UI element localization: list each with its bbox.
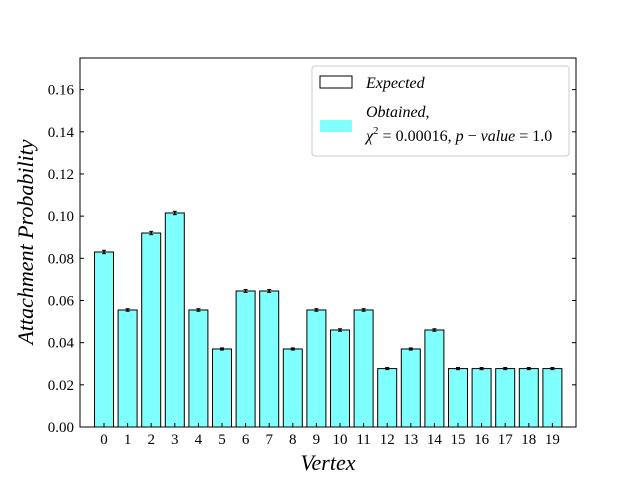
y-tick-label-0: 0.00 [48, 420, 74, 436]
x-tick-label-19: 19 [545, 432, 560, 448]
y-tick-label-2: 0.04 [48, 336, 75, 352]
x-tick-label-0: 0 [100, 432, 108, 448]
p-value-number: = 1.0 [515, 128, 552, 145]
x-tick-label-16: 16 [474, 432, 490, 448]
bar-obtained-13 [401, 348, 421, 427]
x-tick-label-17: 17 [498, 432, 514, 448]
legend-statistics: χ2 = 0.00016, p − value = 1.0 [364, 125, 552, 145]
x-tick-label-11: 11 [356, 432, 370, 448]
legend-label-expected: Expected [365, 75, 426, 92]
x-tick-label-2: 2 [147, 432, 155, 448]
bar-obtained-17 [495, 368, 515, 427]
y-tick-label-4: 0.08 [48, 251, 74, 267]
y-tick-label-8: 0.16 [48, 83, 75, 99]
bar-obtained-16 [472, 368, 492, 427]
y-tick-label-7: 0.14 [48, 125, 75, 141]
bars-layer [94, 212, 563, 428]
bar-obtained-14 [424, 330, 444, 427]
legend: Expected Obtained, χ2 = 0.00016, p − val… [311, 65, 570, 157]
y-tick-label-6: 0.12 [48, 167, 74, 183]
bar-obtained-18 [519, 368, 539, 427]
x-tick-label-12: 12 [380, 432, 395, 448]
x-tick-label-8: 8 [289, 432, 297, 448]
bar-obtained-2 [141, 233, 161, 427]
y-tick-label-5: 0.10 [48, 209, 74, 225]
x-axis-title: Vertex [301, 450, 356, 475]
chi-exponent: 2 [373, 125, 379, 137]
bar-obtained-8 [283, 348, 303, 427]
x-tick-label-4: 4 [195, 432, 203, 448]
bar-obtained-10 [330, 330, 350, 427]
x-tick-label-6: 6 [242, 432, 250, 448]
bar-obtained-19 [542, 368, 562, 427]
legend-label-obtained: Obtained, [366, 104, 430, 121]
bar-obtained-4 [188, 309, 208, 427]
x-tick-label-9: 9 [313, 432, 321, 448]
plot-frame [79, 57, 577, 428]
value-word: value [481, 128, 516, 145]
error-bars-layer [102, 210, 555, 371]
bar-obtained-1 [118, 309, 138, 427]
bar-obtained-0 [94, 251, 114, 427]
minus-symbol: − [464, 128, 481, 145]
y-tick-label-1: 0.02 [48, 378, 74, 394]
legend-swatch-obtained [320, 120, 352, 132]
x-tick-label-14: 14 [427, 432, 443, 448]
bar-obtained-3 [165, 212, 185, 427]
x-tick-label-3: 3 [171, 432, 179, 448]
p-symbol: p [455, 128, 464, 145]
bar-obtained-5 [212, 348, 232, 427]
y-tick-label-3: 0.06 [48, 293, 75, 309]
y-axis-ticks: 0.00 0.02 0.04 0.06 0.08 0.10 0.12 0.14 0.16 [48, 83, 576, 436]
bar-obtained-12 [377, 368, 397, 427]
bar-obtained-6 [236, 291, 256, 427]
x-tick-label-5: 5 [218, 432, 226, 448]
x-tick-label-7: 7 [265, 432, 273, 448]
x-tick-label-13: 13 [403, 432, 418, 448]
x-tick-label-1: 1 [124, 432, 132, 448]
x-tick-label-10: 10 [333, 432, 348, 448]
chi-symbol: χ [364, 128, 374, 145]
x-axis-ticks: 0 1 2 3 4 5 6 7 8 9 10 11 12 13 14 15 16 17 18 19 [100, 423, 560, 448]
bar-obtained-7 [259, 291, 279, 427]
bar-obtained-15 [448, 368, 468, 427]
chi-value: = 0.00016, [379, 128, 456, 145]
bar-obtained-9 [306, 309, 326, 427]
legend-swatch-expected [319, 75, 353, 89]
x-tick-label-15: 15 [451, 432, 466, 448]
y-axis-title: Attachment Probability [13, 139, 38, 346]
x-tick-label-18: 18 [521, 432, 536, 448]
bar-obtained-11 [354, 309, 374, 427]
legend-box [311, 65, 570, 157]
